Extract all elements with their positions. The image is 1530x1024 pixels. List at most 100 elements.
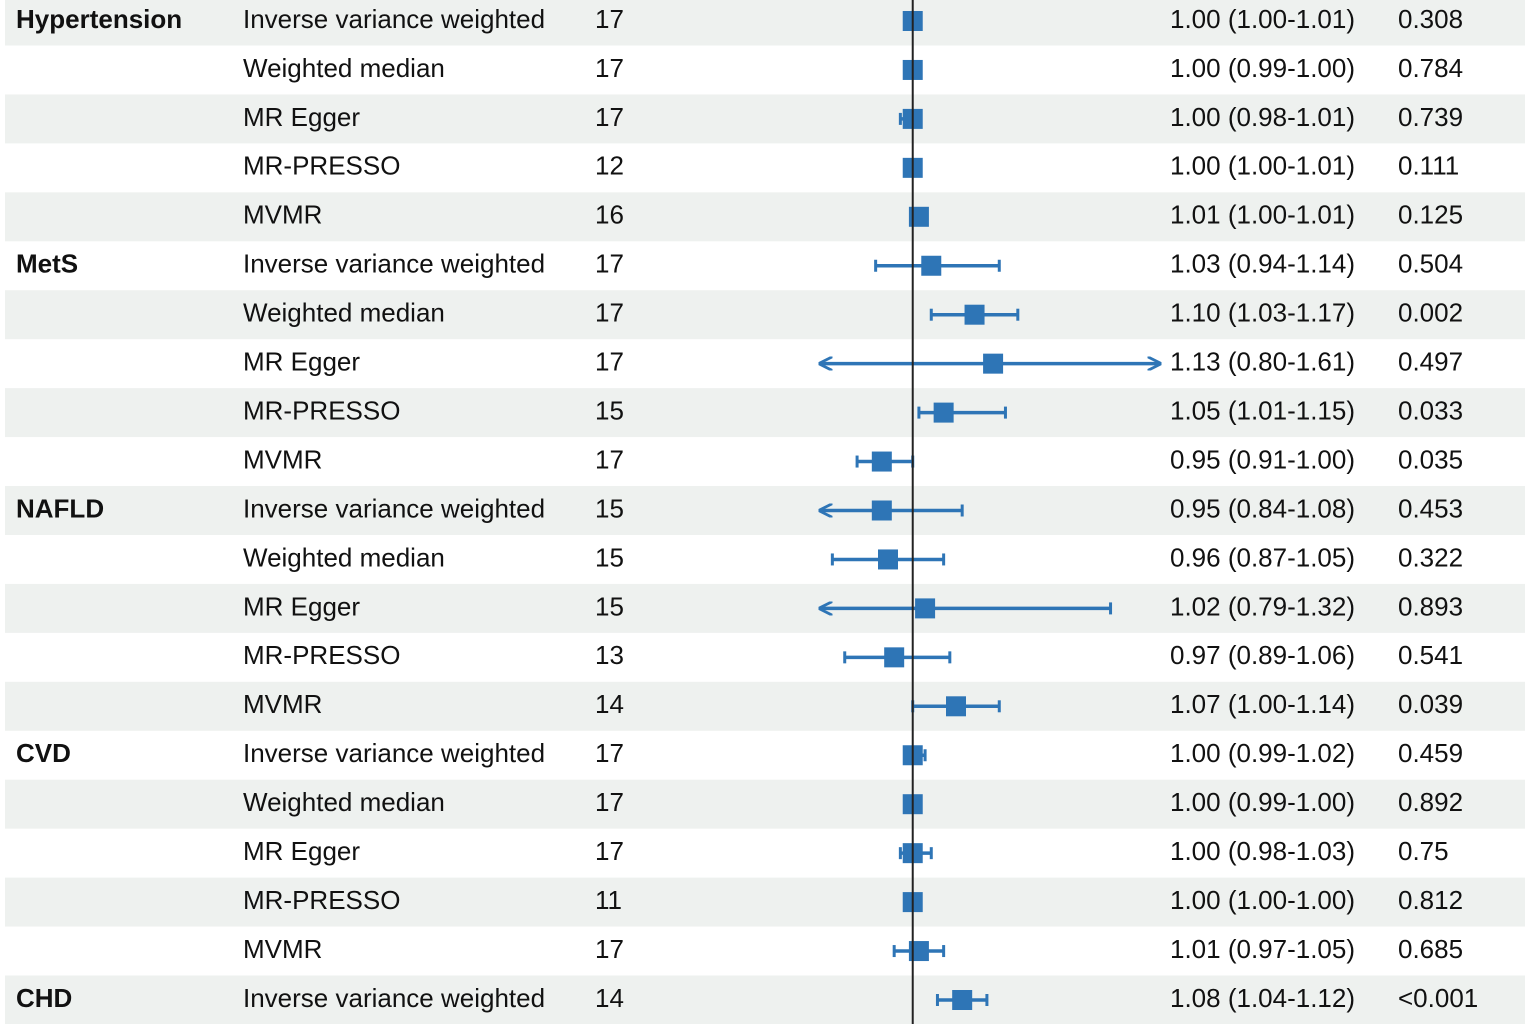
estimate-square — [952, 990, 973, 1010]
method-label: Weighted median — [243, 787, 445, 817]
method-label: Inverse variance weighted — [243, 493, 545, 523]
snp-count: 12 — [595, 151, 624, 181]
estimate-label: 1.00 (1.00-1.00) — [1170, 885, 1355, 915]
p-value: 0.784 — [1398, 53, 1463, 83]
method-label: MR Egger — [243, 347, 360, 377]
group-label: MetS — [16, 249, 78, 279]
estimate-label: 1.00 (0.99-1.00) — [1170, 53, 1355, 83]
estimate-square — [921, 255, 942, 276]
estimate-square — [871, 500, 892, 521]
method-label: MR-PRESSO — [243, 395, 400, 425]
row-band — [5, 877, 1525, 927]
method-label: Inverse variance weighted — [243, 983, 545, 1013]
p-value: 0.812 — [1398, 885, 1463, 915]
estimate-square — [908, 941, 929, 962]
snp-count: 17 — [595, 934, 624, 964]
snp-count: 17 — [595, 4, 624, 34]
method-label: MR Egger — [243, 591, 360, 621]
method-label: Weighted median — [243, 542, 445, 572]
snp-count: 16 — [595, 200, 624, 230]
method-label: MR-PRESSO — [243, 885, 400, 915]
row-band — [5, 681, 1525, 731]
p-value: 0.033 — [1398, 395, 1463, 425]
group-label: NAFLD — [16, 493, 104, 523]
method-label: MR-PRESSO — [243, 151, 400, 181]
snp-count: 17 — [595, 444, 624, 474]
p-value: 0.322 — [1398, 542, 1463, 572]
p-value: 0.504 — [1398, 249, 1463, 279]
snp-count: 14 — [595, 689, 624, 719]
snp-count: 15 — [595, 591, 624, 621]
method-label: MVMR — [243, 444, 322, 474]
estimate-label: 0.97 (0.89-1.06) — [1170, 640, 1355, 670]
row-band — [5, 290, 1525, 340]
estimate-label: 1.10 (1.03-1.17) — [1170, 298, 1355, 328]
estimate-label: 1.01 (0.97-1.05) — [1170, 934, 1355, 964]
snp-count: 17 — [595, 249, 624, 279]
snp-count: 17 — [595, 738, 624, 768]
method-label: Inverse variance weighted — [243, 249, 545, 279]
estimate-label: 1.07 (1.00-1.14) — [1170, 689, 1355, 719]
snp-count: 17 — [595, 298, 624, 328]
row-band — [5, 583, 1525, 633]
snp-count: 15 — [595, 542, 624, 572]
method-label: Inverse variance weighted — [243, 738, 545, 768]
estimate-square — [983, 353, 1004, 374]
method-label: Weighted median — [243, 53, 445, 83]
estimate-square — [878, 549, 898, 570]
row-band — [5, 779, 1525, 829]
estimate-label: 1.00 (0.99-1.02) — [1170, 738, 1355, 768]
p-value: 0.497 — [1398, 347, 1463, 377]
row-band — [5, 0, 1525, 46]
estimate-label: 1.13 (0.80-1.61) — [1170, 347, 1355, 377]
snp-count: 13 — [595, 640, 624, 670]
method-label: Weighted median — [243, 298, 445, 328]
p-value: 0.453 — [1398, 493, 1463, 523]
snp-count: 11 — [595, 885, 622, 915]
p-value: 0.308 — [1398, 4, 1463, 34]
estimate-label: 1.00 (0.99-1.00) — [1170, 787, 1355, 817]
row-band — [5, 975, 1525, 1024]
estimate-square — [946, 696, 966, 717]
snp-count: 14 — [595, 983, 624, 1013]
estimate-square — [908, 206, 929, 227]
method-label: MR-PRESSO — [243, 640, 400, 670]
method-label: MVMR — [243, 200, 322, 230]
p-value: 0.125 — [1398, 200, 1463, 230]
row-band — [5, 486, 1525, 535]
estimate-label: 1.05 (1.01-1.15) — [1170, 395, 1355, 425]
estimate-label: 0.95 (0.91-1.00) — [1170, 444, 1355, 474]
snp-count: 15 — [595, 395, 624, 425]
estimate-label: 1.00 (1.00-1.01) — [1170, 4, 1355, 34]
group-label: Hypertension — [16, 4, 182, 34]
p-value: 0.111 — [1398, 151, 1459, 181]
estimate-square — [915, 598, 936, 619]
estimate-label: 1.03 (0.94-1.14) — [1170, 249, 1355, 279]
snp-count: 17 — [595, 787, 624, 817]
snp-count: 17 — [595, 53, 624, 83]
p-value: 0.75 — [1398, 836, 1449, 866]
p-value: 0.459 — [1398, 738, 1463, 768]
row-band — [5, 388, 1525, 438]
estimate-label: 1.08 (1.04-1.12) — [1170, 983, 1355, 1013]
estimate-square — [933, 402, 954, 423]
estimate-label: 1.00 (1.00-1.01) — [1170, 151, 1355, 181]
p-value: 0.685 — [1398, 934, 1463, 964]
p-value: 0.039 — [1398, 689, 1463, 719]
snp-count: 17 — [595, 347, 624, 377]
estimate-label: 1.01 (1.00-1.01) — [1170, 200, 1355, 230]
row-band — [5, 192, 1525, 242]
method-label: MVMR — [243, 689, 322, 719]
p-value: 0.892 — [1398, 787, 1463, 817]
estimate-square — [871, 451, 892, 472]
estimate-label: 0.96 (0.87-1.05) — [1170, 542, 1355, 572]
p-value: 0.002 — [1398, 298, 1463, 328]
p-value: <0.001 — [1398, 983, 1478, 1013]
group-label: CHD — [16, 983, 72, 1013]
estimate-label: 1.00 (0.98-1.03) — [1170, 836, 1355, 866]
p-value: 0.739 — [1398, 102, 1463, 132]
p-value: 0.893 — [1398, 591, 1463, 621]
method-label: Inverse variance weighted — [243, 4, 545, 34]
